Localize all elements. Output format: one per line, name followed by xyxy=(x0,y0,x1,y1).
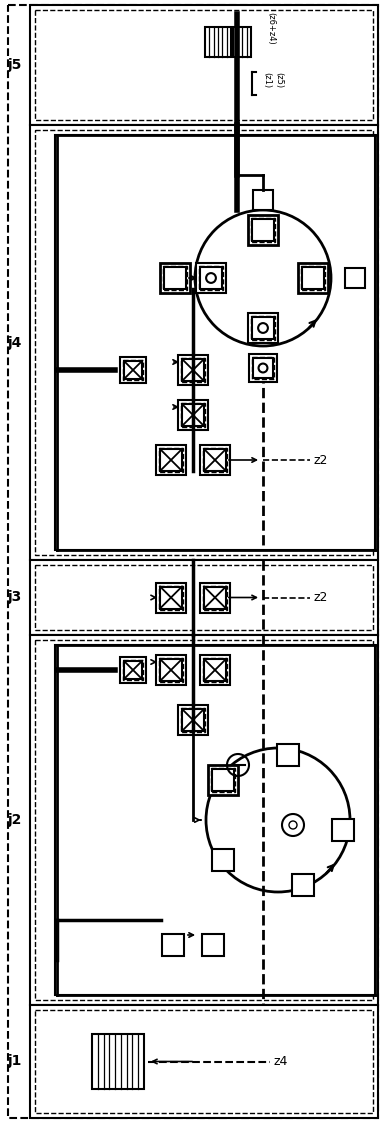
Bar xyxy=(251,218,275,241)
Bar xyxy=(211,768,235,792)
Bar xyxy=(200,583,230,612)
Bar xyxy=(159,658,183,682)
Bar xyxy=(204,449,226,471)
Text: j5: j5 xyxy=(8,58,22,72)
Bar xyxy=(298,263,328,293)
Bar xyxy=(30,634,378,1005)
Bar xyxy=(248,214,278,245)
Bar xyxy=(203,658,227,682)
Bar xyxy=(181,403,205,427)
Bar xyxy=(35,1010,373,1113)
Bar xyxy=(35,130,373,555)
Bar xyxy=(200,655,230,685)
Bar xyxy=(249,354,277,382)
Bar xyxy=(277,745,299,766)
Bar xyxy=(202,934,224,956)
Bar xyxy=(55,135,375,550)
Bar xyxy=(160,449,182,471)
Bar xyxy=(345,268,365,287)
Bar xyxy=(30,4,378,125)
Bar xyxy=(212,769,234,791)
Bar xyxy=(92,1034,144,1089)
Bar xyxy=(160,263,190,293)
Bar xyxy=(252,357,274,378)
Bar xyxy=(248,313,278,343)
Bar xyxy=(178,355,208,385)
Text: j4: j4 xyxy=(8,336,22,349)
Text: (z1): (z1) xyxy=(262,72,271,88)
Text: j2: j2 xyxy=(8,813,22,827)
Bar xyxy=(233,27,251,57)
Bar xyxy=(120,657,146,683)
Bar xyxy=(178,400,208,430)
Bar xyxy=(178,705,208,734)
Bar xyxy=(182,404,204,426)
Bar xyxy=(30,1005,378,1119)
Text: j1: j1 xyxy=(8,1054,22,1068)
Bar xyxy=(159,448,183,472)
Text: (z6+z4): (z6+z4) xyxy=(266,11,275,45)
Bar xyxy=(252,219,274,241)
Text: z2: z2 xyxy=(313,591,327,604)
Bar xyxy=(159,585,183,610)
Bar xyxy=(292,874,314,896)
Bar xyxy=(30,125,378,560)
Bar xyxy=(205,27,231,57)
Bar xyxy=(251,316,275,340)
Bar xyxy=(199,266,223,290)
Bar xyxy=(156,583,186,612)
Bar xyxy=(160,586,182,609)
Bar xyxy=(204,586,226,609)
Bar xyxy=(212,849,234,871)
Bar xyxy=(123,360,143,380)
Bar xyxy=(182,709,204,731)
Bar xyxy=(164,267,186,289)
Bar xyxy=(200,445,230,475)
Bar xyxy=(35,10,373,120)
Bar xyxy=(253,190,273,210)
Bar xyxy=(30,560,378,634)
Bar xyxy=(204,659,226,681)
Bar xyxy=(35,640,373,999)
Text: z2: z2 xyxy=(313,454,327,466)
Bar xyxy=(156,655,186,685)
Bar xyxy=(203,585,227,610)
Bar xyxy=(301,266,325,290)
Bar xyxy=(208,765,238,795)
Bar xyxy=(182,359,204,381)
Bar xyxy=(162,934,184,956)
Text: z4: z4 xyxy=(273,1054,287,1068)
Bar xyxy=(181,358,205,382)
Text: (z5): (z5) xyxy=(274,72,283,88)
Bar xyxy=(253,358,273,378)
Bar xyxy=(163,266,187,290)
Bar xyxy=(124,360,142,378)
Bar xyxy=(196,263,226,293)
Bar xyxy=(200,267,222,289)
Bar xyxy=(252,317,274,339)
Bar xyxy=(302,267,324,289)
Text: j3: j3 xyxy=(8,591,22,604)
Bar xyxy=(124,661,142,679)
Bar xyxy=(181,707,205,732)
Bar xyxy=(120,357,146,383)
Bar xyxy=(203,448,227,472)
Bar xyxy=(332,819,354,841)
Bar xyxy=(123,660,143,681)
Bar xyxy=(156,445,186,475)
Bar xyxy=(160,659,182,681)
Bar xyxy=(35,565,373,630)
Bar xyxy=(55,645,375,995)
